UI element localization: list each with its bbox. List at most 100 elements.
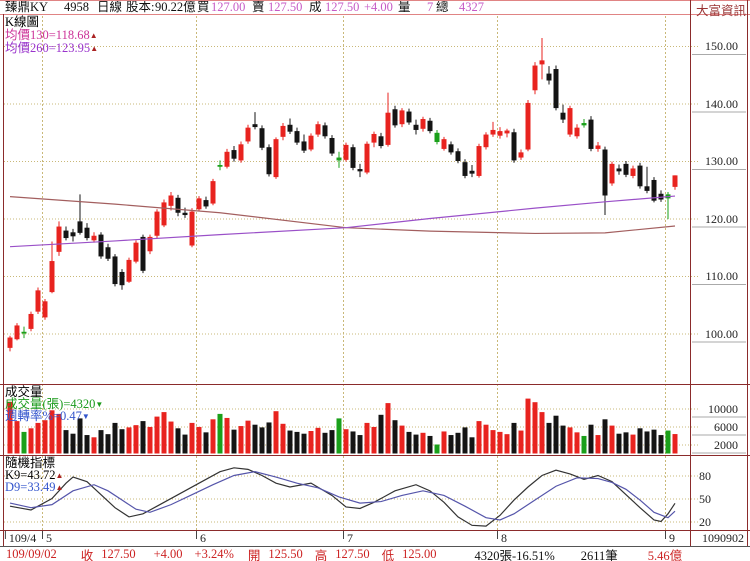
- volume-bar: [7, 401, 13, 454]
- status-item: 低: [381, 548, 395, 561]
- volume-bar: [539, 412, 545, 454]
- candle-body: [518, 152, 524, 158]
- volume-bar: [147, 426, 153, 454]
- volume-bar: [245, 420, 251, 454]
- volume-bar: [658, 435, 664, 454]
- ma130-value: 均價130=118.68: [5, 28, 90, 42]
- volume-bar: [483, 424, 489, 454]
- volume-bar: [161, 412, 167, 454]
- candle-body: [98, 234, 104, 257]
- volume-bar: [448, 435, 454, 454]
- candle-body: [553, 69, 559, 109]
- candle-body: [616, 168, 622, 172]
- volume-bar: [35, 422, 41, 454]
- capital-label: 股本:: [126, 0, 155, 14]
- last-price: 127.50: [325, 0, 360, 14]
- candle-body: [168, 195, 174, 206]
- status-item: 109/09/02: [6, 546, 57, 561]
- candle-body: [420, 119, 426, 129]
- period-label[interactable]: 日線: [97, 0, 123, 14]
- status-item: 125.50: [268, 546, 303, 561]
- volume-bar: [371, 426, 377, 454]
- month-label: 7: [347, 531, 353, 545]
- candle-body: [623, 163, 629, 175]
- volume-bar: [406, 431, 412, 454]
- candle-body: [378, 136, 384, 147]
- volume-bar: [399, 425, 405, 454]
- candle-body: [644, 186, 650, 191]
- volume-bar: [14, 421, 20, 454]
- price-change: +4.00: [364, 0, 393, 14]
- up-arrow-icon: ▲: [90, 44, 99, 53]
- volume-bar: [623, 432, 629, 454]
- candle-body: [469, 170, 475, 174]
- candle-body: [14, 325, 20, 340]
- candle-body: [119, 271, 125, 286]
- volume-bar: [189, 422, 195, 454]
- candle-body: [308, 135, 314, 150]
- candle-body: [175, 197, 181, 213]
- ma260-value: 均價260=123.95: [5, 41, 91, 55]
- volume-bar: [266, 422, 272, 454]
- up-arrow-icon: ▲: [55, 471, 64, 480]
- volume-bar: [28, 428, 34, 454]
- ma260-line: [9, 195, 676, 248]
- candle-body: [595, 145, 601, 149]
- candle-body: [343, 144, 349, 160]
- capital-value: 90.22億: [155, 0, 196, 14]
- candle-body: [210, 181, 216, 204]
- volume-bar: [378, 414, 384, 454]
- volume-bar: [364, 422, 370, 454]
- candle-body: [266, 147, 272, 175]
- volume-label: 量: [398, 0, 411, 14]
- candle-body: [280, 125, 286, 137]
- price-tick-label: 120.00: [705, 211, 738, 226]
- month-label: 5: [46, 531, 52, 545]
- volume-bar: [567, 427, 573, 454]
- volume-bar: [126, 427, 132, 454]
- volume-bar: [672, 434, 678, 454]
- volume-bar: [511, 422, 517, 454]
- stoch-tick-label: 80: [699, 468, 711, 483]
- volume-bar: [224, 417, 230, 454]
- stock-name: 臻鼎KY: [5, 0, 49, 14]
- volume-bar: [630, 434, 636, 454]
- status-item: 127.50: [335, 546, 370, 561]
- volume-bar: [609, 425, 615, 454]
- volume-bar: [357, 435, 363, 454]
- volume-bar: [252, 424, 258, 454]
- candle-body: [154, 211, 160, 236]
- candle-body: [497, 131, 503, 136]
- month-label: 8: [501, 531, 507, 545]
- volume-bar: [84, 435, 90, 454]
- month-label: 9: [669, 531, 675, 545]
- candle-body: [630, 168, 636, 176]
- stoch-tick-label: 20: [699, 514, 711, 529]
- stoch-tick-label: 50: [699, 491, 711, 506]
- price-tick-label: 110.00: [705, 269, 738, 283]
- bid-price: 127.00: [211, 0, 246, 14]
- stoch-k-legend: K9=43.72▲: [5, 469, 63, 482]
- volume-bar: [637, 428, 643, 454]
- volume-bar: [49, 410, 55, 454]
- candle-body: [189, 211, 195, 246]
- up-arrow-icon: ▲: [89, 31, 98, 40]
- candle-body: [574, 127, 580, 137]
- candle-body: [413, 124, 419, 130]
- stock-id: 4958: [64, 0, 89, 14]
- candle-body: [196, 198, 202, 210]
- volume-bar: [280, 423, 286, 454]
- volume-bar: [77, 418, 83, 454]
- volume-bar: [553, 415, 559, 454]
- candle-body: [140, 236, 146, 271]
- candle-body: [441, 139, 447, 149]
- volume-bar: [315, 427, 321, 454]
- volume-bar: [175, 428, 181, 454]
- candle-body: [455, 151, 461, 161]
- volume-bar: [462, 427, 468, 454]
- volume-bar: [392, 420, 398, 454]
- volume-bar: [322, 432, 328, 454]
- ma130-line: [9, 196, 676, 235]
- volume-bar: [70, 433, 76, 454]
